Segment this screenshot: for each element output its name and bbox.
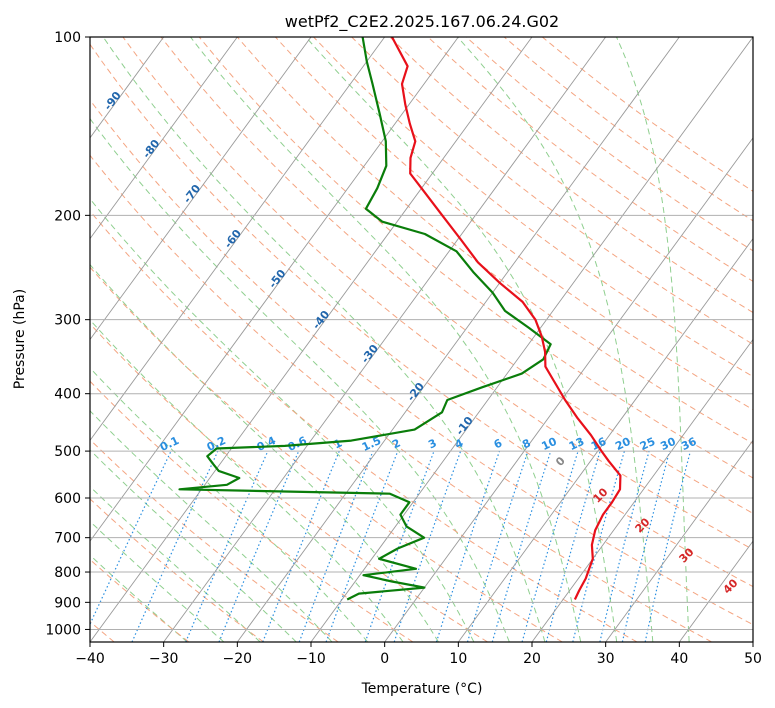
moist-adiabat-line xyxy=(90,520,225,642)
mixing-ratio-line xyxy=(521,450,579,642)
y-tick-label: 500 xyxy=(54,444,81,460)
dry-adiabat-line xyxy=(236,37,753,445)
y-tick-label: 800 xyxy=(54,565,81,581)
dry-adiabat-line xyxy=(90,323,488,642)
x-axis: −40 −30 −20 −10 0 10 20 30 40 50 xyxy=(75,642,762,667)
moist-adiabat-line xyxy=(305,37,618,642)
y-tick-label: 900 xyxy=(54,595,81,611)
mixing-ratio-line xyxy=(262,450,340,642)
y-axis: 100 200 300 400 500 600 700 800 900 1000 xyxy=(45,30,90,638)
y-tick-label: 700 xyxy=(54,531,81,547)
x-tick-label: 40 xyxy=(670,651,688,667)
moist-adiabat-line xyxy=(90,485,261,642)
x-tick-label: −30 xyxy=(149,651,179,667)
dry-adiabat-line xyxy=(90,99,753,626)
moist-adiabat-line xyxy=(90,410,333,642)
y-axis-label: Pressure (hPa) xyxy=(12,289,28,389)
mixing-ratio-line xyxy=(185,450,269,642)
dry-adiabat-line xyxy=(90,210,638,642)
dry-adiabat-line xyxy=(275,37,753,411)
isotherm-line xyxy=(605,439,753,642)
mixing-ratio-line xyxy=(218,450,300,642)
isotherm-line xyxy=(163,37,607,642)
dry-adiabat-line xyxy=(90,43,753,588)
x-axis-label: Temperature (°C) xyxy=(361,681,483,697)
x-tick-label: −10 xyxy=(296,651,326,667)
y-tick-label: 400 xyxy=(54,387,81,403)
y-tick-label: 600 xyxy=(54,491,81,507)
moist-adiabat-line xyxy=(90,449,297,642)
isotherm-line xyxy=(236,37,680,642)
dry-adiabat-line xyxy=(90,154,712,642)
mixing-ratio-line xyxy=(364,450,435,642)
temperature-profile xyxy=(391,37,622,600)
pressure-gridlines xyxy=(90,37,753,630)
mixing-ratio-label: 25 xyxy=(638,435,657,453)
moist-adiabat-line xyxy=(190,37,582,642)
moist-adiabats xyxy=(90,37,690,642)
moist-adiabat-line xyxy=(90,198,475,642)
isotherm-line xyxy=(90,37,238,240)
mixing-ratio-label: 20 xyxy=(613,435,633,453)
x-tick-label: −20 xyxy=(223,651,253,667)
mixing-ratio-line xyxy=(621,450,671,642)
chart-title: wetPf2_C2E2.2025.167.06.24.G02 xyxy=(285,12,559,32)
dry-adiabat-line xyxy=(160,37,753,514)
y-tick-label: 100 xyxy=(54,30,81,46)
mixing-ratio-label: 10 xyxy=(540,435,560,453)
mixing-ratio-line xyxy=(435,450,501,642)
x-tick-label: 10 xyxy=(449,651,467,667)
mixing-ratio-line xyxy=(599,450,650,642)
y-tick-label: 200 xyxy=(54,208,81,224)
isotherm-line xyxy=(384,137,753,642)
mixing-ratio-label: 13 xyxy=(567,435,586,453)
moist-adiabat-line xyxy=(90,554,188,642)
moist-adiabat-line xyxy=(90,319,404,642)
dewpoint-profile xyxy=(178,37,552,601)
dry-adiabat-line xyxy=(122,37,753,551)
y-tick-label: 1000 xyxy=(45,622,81,638)
dry-adiabat-line xyxy=(198,37,753,479)
mixing-ratio-label: 36 xyxy=(679,435,699,453)
isotherm-line xyxy=(90,37,386,442)
profiles xyxy=(178,37,622,601)
moist-adiabat-line xyxy=(90,117,510,642)
isotherm-line xyxy=(531,338,753,642)
dry-adiabat-line xyxy=(90,266,563,642)
mixing-ratio-label: 30 xyxy=(658,435,678,453)
isotherm-line xyxy=(90,37,533,642)
x-tick-label: 0 xyxy=(380,651,389,667)
plot-frame xyxy=(89,36,754,643)
moist-adiabat-line xyxy=(457,37,654,642)
x-tick-label: 50 xyxy=(744,651,762,667)
mixing-ratio-line xyxy=(572,450,625,642)
moist-adiabat-line xyxy=(102,37,546,642)
dry-adiabat-line xyxy=(313,37,753,378)
isotherm-line xyxy=(457,237,753,642)
y-tick-label: 300 xyxy=(54,313,81,329)
x-tick-label: 20 xyxy=(523,651,541,667)
isotherm-line xyxy=(310,37,753,642)
x-tick-label: −40 xyxy=(75,651,105,667)
mixing-ratio-line xyxy=(466,450,529,642)
isotherm-line xyxy=(90,37,312,341)
mixing-ratio-line xyxy=(545,450,601,642)
plot-area xyxy=(90,37,753,642)
moist-adiabat-line xyxy=(616,37,690,642)
x-tick-label: 30 xyxy=(597,651,615,667)
moist-adiabat-line xyxy=(90,263,439,642)
mixing-ratio-line xyxy=(298,450,374,642)
